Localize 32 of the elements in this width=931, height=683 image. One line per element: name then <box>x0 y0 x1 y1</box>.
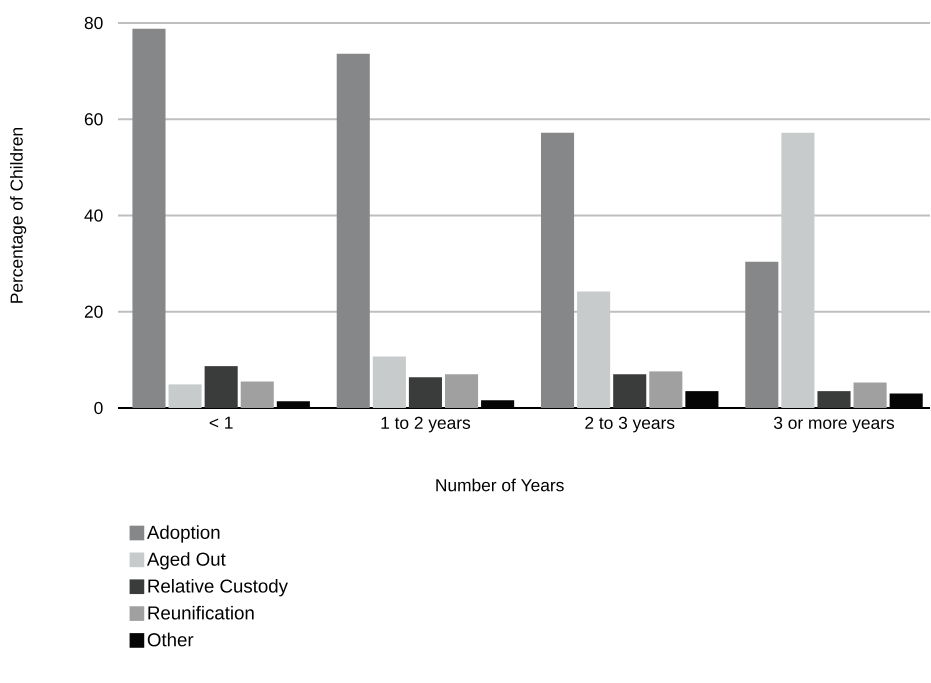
bar <box>240 382 274 408</box>
bar <box>444 374 478 408</box>
bar <box>540 132 574 408</box>
legend-label: Aged Out <box>146 552 226 570</box>
legend-label: Other <box>148 632 194 646</box>
legend-label: Reunification <box>148 606 254 620</box>
bar <box>745 262 778 408</box>
bar <box>577 292 610 408</box>
legend-label: Relative Custody <box>148 578 288 596</box>
y-tick-label: 0 <box>94 402 103 414</box>
x-tick-label: < 1 <box>210 416 233 429</box>
bar <box>336 54 370 408</box>
bar <box>168 384 202 408</box>
y-tick-label: 20 <box>84 306 103 318</box>
x-tick-label: 3 or more years <box>774 416 894 432</box>
bar <box>649 371 682 408</box>
bar <box>817 391 851 408</box>
y-tick-label: 80 <box>84 16 103 30</box>
legend-label: Adoption <box>146 525 220 543</box>
x-tick-label: 2 to 3 years <box>585 416 674 432</box>
y-tick-label: 60 <box>84 113 103 126</box>
y-tick-label: 40 <box>84 209 103 222</box>
bar <box>408 377 442 408</box>
bar <box>854 382 887 408</box>
bar <box>204 366 238 408</box>
bar <box>132 28 166 408</box>
y-axis-title: Percentage of Children <box>10 128 26 303</box>
bar <box>372 356 406 408</box>
bar <box>613 374 646 408</box>
bar <box>781 132 814 408</box>
x-tick-label: 1 to 2 years <box>381 416 470 432</box>
x-axis-title: Number of Years <box>436 478 564 492</box>
